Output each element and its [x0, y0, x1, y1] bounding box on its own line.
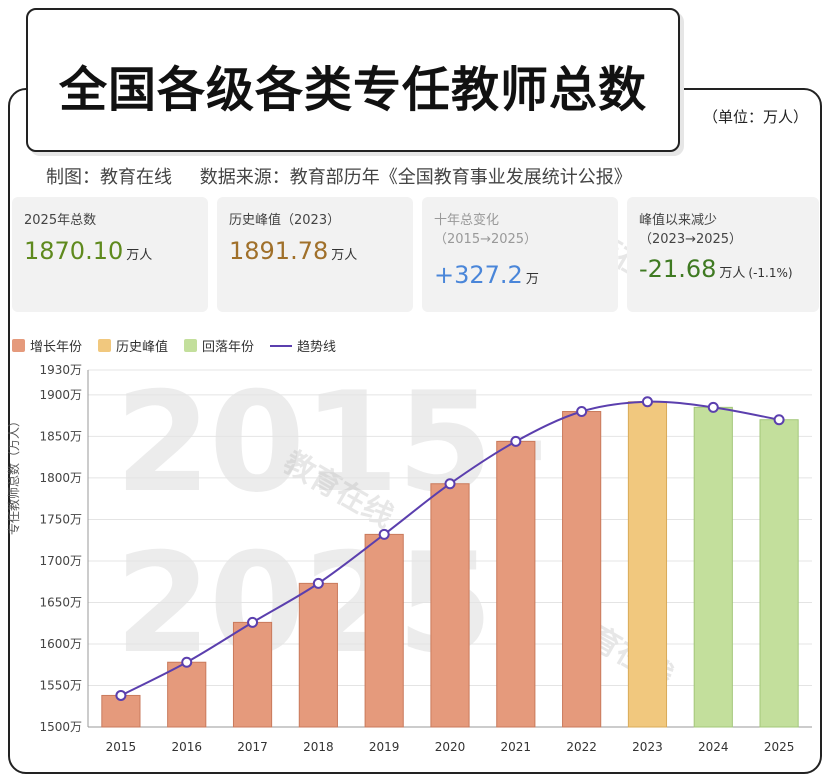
stat-label-range: （2023→2025） — [639, 232, 743, 247]
legend-label: 历史峰值 — [116, 340, 169, 355]
bar-2016 — [167, 661, 207, 728]
trend-point-2020 — [444, 478, 456, 490]
y-tick-label: 1800万 — [39, 471, 82, 485]
trend-point-2024 — [707, 401, 719, 413]
y-axis-title: 专任教师总数（万人） — [5, 415, 25, 655]
legend-item-trend[interactable]: 趋势线 — [270, 336, 336, 355]
x-tick-label: 2017 — [237, 740, 268, 754]
stat-value: -21.68 — [639, 255, 717, 283]
trend-point-2022 — [576, 406, 588, 418]
trend-point-2021 — [510, 435, 522, 447]
stat-unit: 万 — [525, 272, 539, 287]
x-tick-label: 2024 — [698, 740, 729, 754]
stat-value: 1891.78 — [229, 237, 329, 265]
x-tick-label: 2018 — [303, 740, 334, 754]
title-box: 全国各级各类专任教师总数 — [26, 8, 680, 152]
bar-2018 — [298, 582, 338, 728]
credit-source: 数据来源：教育部历年《全国教育事业发展统计公报》 — [199, 167, 632, 188]
trend-point-2016 — [181, 656, 193, 668]
trend-point-2025 — [773, 414, 785, 426]
stat-card-peak: 历史峰值（2023） 1891.78 万人 — [217, 197, 413, 312]
bar-2024 — [693, 406, 733, 728]
y-tick-label: 1930万 — [39, 363, 82, 377]
stat-label: 峰值以来减少 （2023→2025） — [639, 211, 742, 249]
stat-value-line: 1870.10 万人 — [24, 237, 152, 265]
bar-2025 — [759, 419, 799, 728]
stat-value: +327.2 — [434, 261, 523, 289]
y-tick-label: 1500万 — [39, 720, 82, 734]
stat-value-line: -21.68 万人 (-1.1%) — [639, 255, 793, 283]
trend-point-2023 — [641, 396, 653, 408]
x-tick-label: 2016 — [171, 740, 202, 754]
y-tick-label: 1850万 — [39, 429, 82, 443]
legend-swatch — [184, 339, 198, 352]
stat-label: 2025年总数 — [24, 213, 97, 228]
y-tick-label: 1650万 — [39, 595, 82, 609]
page-title: 全国各级各类专任教师总数 — [58, 62, 647, 118]
bar-2022 — [562, 411, 602, 728]
bar-2023 — [627, 401, 668, 728]
trend-point-2019 — [378, 528, 390, 540]
bar-2019 — [364, 533, 404, 728]
stat-card-decline-since-peak: 峰值以来减少 （2023→2025） -21.68 万人 (-1.1%) — [627, 197, 819, 312]
y-tick-label: 1750万 — [39, 512, 82, 526]
legend-item-growth[interactable]: 增长年份 — [12, 336, 82, 355]
stat-value-line: 1891.78 万人 — [229, 237, 357, 265]
legend-label: 趋势线 — [297, 340, 337, 355]
stat-card-decade-change: 十年总变化 （2015→2025） +327.2 万 — [422, 197, 618, 312]
trend-point-2015 — [115, 689, 127, 701]
x-tick-label: 2015 — [106, 740, 137, 754]
stat-unit: 万人 — [331, 248, 358, 263]
legend-line-swatch — [270, 344, 293, 347]
stat-label-main: 十年总变化 — [434, 213, 500, 228]
credit-line: 制图：教育在线 数据来源：教育部历年《全国教育事业发展统计公报》 — [46, 163, 632, 189]
y-tick-label: 1700万 — [39, 554, 82, 568]
unit-note: （单位：万人） — [702, 108, 808, 126]
legend-swatch — [98, 339, 112, 352]
stat-unit: 万人 — [126, 248, 153, 263]
chart-legend: 增长年份 历史峰值 回落年份 趋势线 — [12, 336, 352, 355]
bar-2017 — [232, 621, 273, 728]
y-tick-label: 1900万 — [39, 388, 82, 402]
stat-card-total-2025: 2025年总数 1870.10 万人 — [12, 197, 208, 312]
x-tick-label: 2025 — [764, 740, 795, 754]
stat-label-range: （2015→2025） — [434, 232, 538, 247]
legend-item-decline[interactable]: 回落年份 — [184, 336, 254, 355]
credit-maker: 制图：教育在线 — [46, 167, 172, 188]
stat-percent: (-1.1%) — [748, 266, 793, 280]
legend-item-peak[interactable]: 历史峰值 — [98, 336, 168, 355]
legend-swatch — [12, 339, 25, 352]
stat-value-line: +327.2 万 — [434, 261, 539, 289]
y-tick-label: 1550万 — [39, 678, 82, 692]
trend-point-2018 — [312, 577, 324, 589]
stat-value: 1870.10 — [24, 237, 124, 265]
y-axis-title-text: 专任教师总数（万人） — [7, 414, 21, 535]
trend-point-2017 — [247, 616, 259, 628]
x-tick-label: 2022 — [566, 740, 597, 754]
legend-label: 回落年份 — [202, 340, 255, 355]
x-tick-label: 2019 — [369, 740, 400, 754]
stat-label: 十年总变化 （2015→2025） — [434, 211, 537, 249]
legend-label: 增长年份 — [30, 340, 83, 355]
bar-2021 — [496, 440, 536, 728]
x-tick-label: 2023 — [632, 740, 663, 754]
x-tick-label: 2021 — [501, 740, 532, 754]
bar-2020 — [430, 483, 470, 728]
y-tick-label: 1600万 — [39, 637, 82, 651]
x-tick-label: 2020 — [435, 740, 466, 754]
stat-label-main: 峰值以来减少 — [639, 213, 718, 228]
stat-label: 历史峰值（2023） — [229, 213, 341, 228]
stat-unit: 万人 — [719, 266, 746, 281]
